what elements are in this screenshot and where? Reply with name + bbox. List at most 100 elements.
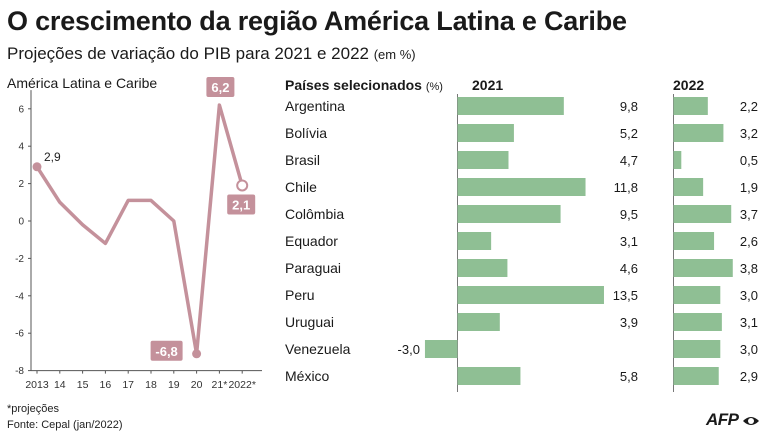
country-label: Bolívia bbox=[285, 125, 327, 141]
y-tick-label: 2 bbox=[18, 179, 24, 190]
x-tick-label: 21* bbox=[212, 379, 228, 391]
bar-2022 bbox=[673, 232, 715, 250]
afp-logo: AFP bbox=[706, 410, 739, 429]
value-label-2021: 3,1 bbox=[620, 234, 638, 249]
value-label-2022: 2,9 bbox=[740, 369, 758, 384]
bar-2022 bbox=[673, 124, 724, 142]
bar-2021 bbox=[457, 205, 561, 223]
line-chart-title: América Latina e Caribe bbox=[7, 75, 157, 91]
bar-2021 bbox=[457, 286, 604, 304]
y-tick-label: 4 bbox=[18, 142, 24, 153]
point-label: 6,2 bbox=[211, 80, 229, 95]
value-label-2022: 0,5 bbox=[740, 153, 758, 168]
value-label-2022: 3,1 bbox=[740, 315, 758, 330]
x-tick-label: 19 bbox=[168, 379, 180, 391]
value-label-2021: 9,5 bbox=[620, 207, 638, 222]
value-label-2021: 4,7 bbox=[620, 153, 638, 168]
bar-2021 bbox=[457, 232, 492, 250]
x-tick-label: 15 bbox=[77, 379, 89, 391]
value-label-2021: 4,6 bbox=[620, 261, 638, 276]
source-note: Fonte: Cepal (jan/2022) bbox=[7, 419, 123, 431]
y-tick-label: -2 bbox=[15, 254, 24, 265]
x-tick-label: 2013 bbox=[25, 379, 49, 391]
bar-2021 bbox=[457, 178, 586, 196]
bar-chart-title: Países selecionados (%) bbox=[285, 77, 443, 93]
value-label-2022: 3,7 bbox=[740, 207, 758, 222]
x-tick-label: 16 bbox=[100, 379, 112, 391]
value-label-2022: 3,0 bbox=[740, 288, 758, 303]
bar-2022 bbox=[673, 205, 732, 223]
value-label-2022: 3,2 bbox=[740, 126, 758, 141]
bar-2022 bbox=[673, 367, 719, 385]
value-label-2022: 3,0 bbox=[740, 342, 758, 357]
value-label-2021: 3,9 bbox=[620, 315, 638, 330]
value-label-2022: 3,8 bbox=[740, 261, 758, 276]
bar-2021 bbox=[457, 97, 564, 115]
value-label-2022: 2,6 bbox=[740, 234, 758, 249]
bar-2021 bbox=[424, 340, 458, 358]
country-label: Uruguai bbox=[285, 314, 334, 330]
point-label: 2,1 bbox=[232, 197, 250, 212]
y-tick-label: -8 bbox=[15, 366, 24, 377]
value-label-2022: 2,2 bbox=[740, 99, 758, 114]
y-tick-label: 0 bbox=[18, 217, 24, 228]
data-point-2022-projection bbox=[236, 179, 249, 192]
page-subtitle: Projeções de variação do PIB para 2021 e… bbox=[7, 44, 416, 64]
x-tick-label: 2022* bbox=[228, 379, 255, 391]
bar-2022 bbox=[673, 178, 704, 196]
country-label: México bbox=[285, 368, 330, 384]
bar-2022 bbox=[673, 340, 721, 358]
bar-2021 bbox=[457, 124, 514, 142]
country-label: Venezuela bbox=[285, 341, 351, 357]
gdp-series-line bbox=[35, 103, 244, 356]
country-label: Equador bbox=[285, 233, 338, 249]
value-label-2021: 9,8 bbox=[620, 99, 638, 114]
series-header-2022: 2022 bbox=[673, 77, 704, 93]
afp-logo-mark-icon bbox=[743, 417, 759, 425]
data-point-2013 bbox=[32, 162, 42, 172]
subtitle-text: Projeções de variação do PIB para 2021 e… bbox=[7, 44, 369, 63]
bar-chart-countries: Países selecionados (%) 2021 2022 Argentina… bbox=[285, 77, 758, 392]
x-tick-label: 17 bbox=[122, 379, 134, 391]
value-label-2022: 1,9 bbox=[740, 180, 758, 195]
country-label: Paraguai bbox=[285, 260, 341, 276]
bar-2022 bbox=[673, 259, 733, 277]
country-label: Brasil bbox=[285, 152, 320, 168]
bar-2022 bbox=[673, 151, 682, 169]
bar-2021 bbox=[457, 367, 521, 385]
bar-2021 bbox=[457, 259, 508, 277]
x-tick-label: 14 bbox=[54, 379, 66, 391]
value-label-2021: 5,2 bbox=[620, 126, 638, 141]
point-label-box bbox=[227, 194, 256, 215]
point-label-box bbox=[150, 340, 183, 361]
y-tick-label: 6 bbox=[18, 104, 24, 115]
value-label-2021: 13,5 bbox=[613, 288, 638, 303]
value-label-2021: 11,8 bbox=[614, 180, 638, 195]
bar-2022 bbox=[673, 97, 708, 115]
page-title: O crescimento da região América Latina e… bbox=[7, 6, 627, 36]
point-label: 2,9 bbox=[44, 150, 61, 164]
bar-2021 bbox=[457, 313, 500, 331]
country-label: Peru bbox=[285, 287, 315, 303]
y-tick-label: -4 bbox=[15, 291, 24, 302]
country-label: Colômbia bbox=[285, 206, 344, 222]
value-label-2021: 5,8 bbox=[620, 369, 638, 384]
footnote: *projeções bbox=[7, 403, 59, 415]
subtitle-unit: (em %) bbox=[373, 47, 416, 62]
data-point-2020 bbox=[192, 349, 202, 359]
y-tick-label: -6 bbox=[15, 329, 24, 340]
bar-chart-title-unit: (%) bbox=[426, 81, 443, 93]
series-header-2021: 2021 bbox=[472, 77, 503, 93]
x-tick-label: 20 bbox=[191, 379, 203, 391]
value-label-2021: -3,0 bbox=[398, 342, 420, 357]
point-label: -6,8 bbox=[155, 344, 177, 359]
point-label-box bbox=[206, 77, 235, 98]
x-tick-label: 18 bbox=[145, 379, 157, 391]
bar-2022 bbox=[673, 313, 722, 331]
country-label: Argentina bbox=[285, 98, 345, 114]
country-label: Chile bbox=[285, 179, 317, 195]
bar-2022 bbox=[673, 286, 721, 304]
bar-2021 bbox=[457, 151, 509, 169]
